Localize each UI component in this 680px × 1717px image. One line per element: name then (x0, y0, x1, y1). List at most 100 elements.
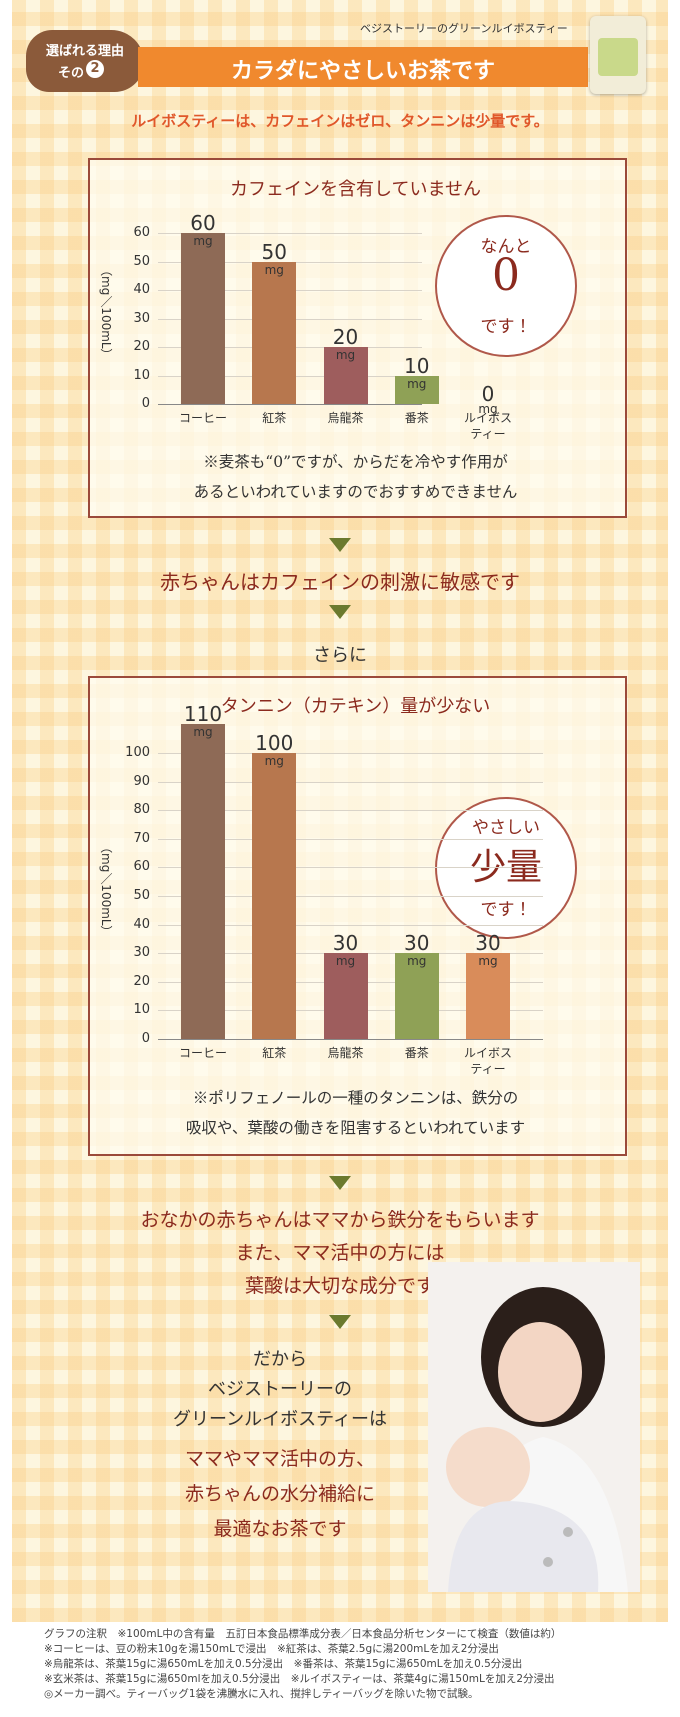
grid-line (158, 867, 543, 869)
grid-line (158, 924, 543, 926)
callout-text: 少量 (469, 847, 542, 888)
value-label: 50 (261, 239, 287, 264)
y-tick-label: 0 (141, 396, 150, 411)
callout-text: です！ (480, 317, 532, 337)
page-title: カラダにやさしいお茶です (230, 59, 495, 84)
value-label: 20 (332, 325, 359, 349)
value-unit: mg (478, 402, 498, 416)
closing-red: ママやママ活中の方、 (184, 1448, 375, 1470)
grid-line (158, 753, 543, 754)
value-unit: mg (335, 348, 356, 362)
badge-number: 2 (86, 60, 104, 78)
y-tick-label: 90 (133, 773, 150, 789)
value-label: 30 (332, 931, 359, 956)
badge-line2: その (58, 66, 85, 81)
value-unit: mg (264, 262, 284, 277)
closing-red: 赤ちゃんの水分補給に (184, 1483, 375, 1505)
grid-line (158, 404, 422, 405)
chart-title: カフェインを含有していません (230, 179, 481, 200)
y-axis-label: （mg／100mL） (99, 841, 113, 938)
footnote: ※玄米茶は、茶葉15gに湯650mlを加え0.5分浸出 ※ルイボスティーは、茶葉… (44, 1673, 555, 1685)
closing-red: 最適なお茶です (213, 1518, 347, 1540)
value-label: 110 (183, 702, 223, 727)
bar (323, 347, 368, 404)
y-tick-label: 40 (133, 282, 150, 297)
x-tick-label: コーヒー (178, 411, 227, 425)
product-image (590, 16, 646, 94)
y-tick-label: 30 (133, 310, 150, 326)
value-label: 60 (190, 211, 216, 235)
x-tick-label: コーヒー (178, 1046, 227, 1060)
product-caption: ベジストーリーのグリーンルイボスティー (360, 22, 568, 35)
grid-line (158, 810, 543, 812)
x-tick-label: 烏龍茶 (327, 1046, 364, 1060)
grid-line (158, 781, 543, 783)
x-tick-label: 紅茶 (262, 1046, 287, 1060)
bar (181, 233, 225, 404)
y-tick-label: 50 (133, 253, 150, 269)
value-unit: mg (264, 754, 284, 768)
x-tick-label: ルイボスティー (463, 411, 512, 441)
value-unit: mg (193, 234, 213, 248)
bar (252, 753, 297, 1039)
message: おなかの赤ちゃんはママから鉄分をもらいます (140, 1209, 540, 1231)
badge (26, 30, 144, 92)
callout-text: なんと (480, 237, 532, 257)
arrow (329, 538, 351, 552)
y-tick-label: 20 (133, 973, 150, 989)
y-tick-label: 70 (133, 830, 150, 846)
chart-note: 吸収や、葉酸の働きを阻害するといわれています (185, 1119, 526, 1137)
bar (466, 953, 510, 1039)
footnote: ◎メーカー調べ。ティーバッグ1袋を沸騰水に入れ、撹拌しティーバッグを除いた物で試… (44, 1688, 479, 1700)
x-tick-label: 番茶 (404, 411, 429, 425)
grid-line (158, 1039, 543, 1040)
value-unit: mg (407, 376, 427, 391)
arrow (329, 1315, 351, 1329)
callout-text: やさしい (472, 818, 540, 838)
chart-title: タンニン（カテキン）量が少ない (220, 696, 491, 717)
title-bar (138, 47, 588, 87)
y-tick-label: 20 (133, 339, 150, 354)
flow-text: さらに (313, 645, 367, 666)
callout (435, 215, 577, 357)
lead: ルイボスティーは、カフェインはゼロ、タンニンは少量です。 (131, 112, 549, 130)
footnote: グラフの注釈 ※100mL中の含有量 五訂日本食品標準成分表／日本食品分析センタ… (44, 1628, 562, 1640)
closing: グリーンルイボスティーは (172, 1409, 388, 1430)
photo (428, 1262, 640, 1592)
footnote: ※烏龍茶は、茶葉15gに湯650mLを加え0.5分浸出 ※番茶は、茶葉15gに湯… (44, 1658, 523, 1670)
y-tick-label: 50 (133, 888, 150, 903)
value-unit: mg (478, 954, 498, 969)
bar (394, 375, 439, 404)
x-tick-label: 烏龍茶 (327, 411, 364, 425)
arrow (329, 605, 351, 619)
message: また、ママ活中の方には (235, 1242, 445, 1264)
value-label: 0 (481, 382, 495, 406)
y-tick-label: 60 (133, 859, 150, 875)
chart-note: あるといわれていますのでおすすめできません (193, 483, 518, 501)
message: 葉酸は大切な成分です (244, 1275, 435, 1297)
bar (181, 724, 225, 1039)
y-tick-label: 40 (133, 916, 150, 932)
value-label: 30 (404, 931, 430, 956)
value-label: 30 (475, 931, 501, 956)
arrow (329, 1176, 351, 1190)
y-tick-label: 0 (141, 1031, 150, 1046)
callout-text: 0 (492, 250, 520, 301)
bar (252, 261, 297, 404)
value-unit: mg (193, 725, 213, 740)
chart-note: ※ポリフェノールの一種のタンニンは、鉄分の (192, 1089, 519, 1107)
x-tick-label: ルイボスティー (463, 1046, 512, 1076)
value-unit: mg (335, 954, 356, 969)
y-tick-label: 100 (125, 745, 150, 760)
x-tick-label: 番茶 (404, 1046, 429, 1060)
y-tick-label: 10 (133, 367, 150, 383)
value-label: 10 (404, 353, 430, 378)
chart-note: ※麦茶も“0”ですが、からだを冷やす作用が (203, 453, 508, 471)
bar (323, 953, 368, 1039)
value-unit: mg (407, 954, 427, 969)
grid-line (158, 233, 422, 234)
x-tick-label: 紅茶 (262, 411, 287, 425)
y-tick-label: 10 (133, 1002, 150, 1018)
y-tick-label: 30 (133, 945, 150, 961)
